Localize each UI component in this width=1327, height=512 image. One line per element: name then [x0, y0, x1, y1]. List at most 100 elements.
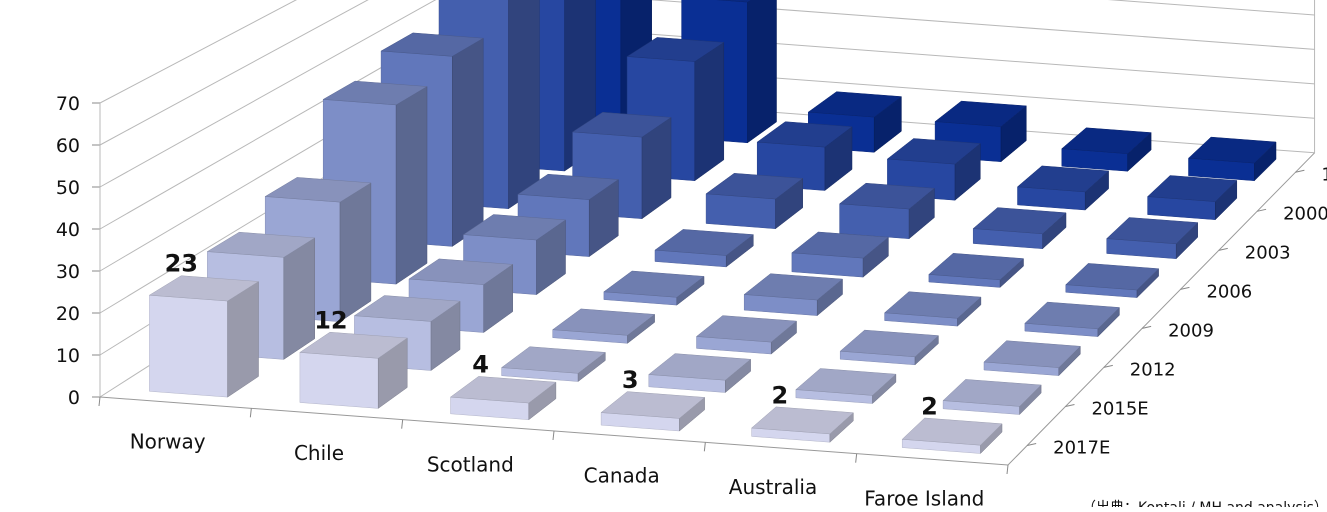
- bar-top: [716, 0, 752, 3]
- bar-side: [452, 37, 484, 247]
- series-label: 2009: [1168, 320, 1214, 341]
- bar-front: [299, 352, 379, 409]
- bar-front: [149, 294, 228, 398]
- y-tick-label: 70: [56, 93, 80, 115]
- bar-front: [705, 193, 776, 229]
- category-label: Norway: [130, 430, 206, 454]
- bar: [972, 207, 1067, 250]
- bar-top: [648, 353, 752, 381]
- depth-tick-mark: [1065, 403, 1075, 407]
- bar-front: [839, 203, 910, 239]
- bar-top: [517, 173, 620, 200]
- bar: [838, 182, 936, 240]
- x-tick-mark: [552, 430, 555, 441]
- bar-top: [705, 173, 804, 200]
- bar-side: [339, 182, 372, 323]
- bar-top: [972, 207, 1067, 235]
- bar: [1065, 263, 1160, 299]
- data-label: 2: [771, 381, 788, 409]
- bar: [883, 291, 982, 327]
- gridline: [99, 0, 1315, 272]
- depth-tick-mark: [1103, 364, 1113, 368]
- bar: [600, 391, 706, 432]
- series-label: 2015E: [1091, 398, 1148, 419]
- depth-tick-mark: [1180, 286, 1190, 290]
- bar: [603, 270, 705, 306]
- bar-top: [743, 273, 844, 301]
- bar-top: [654, 229, 754, 256]
- y-tick-label: 40: [56, 219, 80, 241]
- bar: [750, 406, 854, 443]
- bar-top: [600, 391, 706, 419]
- bar-top: [353, 295, 461, 322]
- category-label: Chile: [294, 441, 344, 465]
- bar-top: [883, 291, 982, 319]
- bar-top: [901, 417, 1003, 446]
- bar-top: [462, 214, 567, 241]
- bar-top: [928, 253, 1025, 281]
- data-label: 12: [314, 306, 347, 334]
- y-tick-label: 30: [56, 261, 80, 283]
- bar-top: [795, 368, 897, 396]
- category-label: Scotland: [427, 452, 514, 476]
- bar-top: [1024, 301, 1120, 330]
- bar: [983, 340, 1081, 377]
- series-label: 2006: [1206, 281, 1252, 302]
- data-label: 3: [622, 366, 639, 394]
- bar: [552, 308, 656, 344]
- bar-top: [408, 258, 514, 285]
- series-label: 2012: [1130, 359, 1176, 380]
- bar-top: [206, 231, 316, 258]
- data-label: 23: [165, 249, 198, 277]
- depth-tick-mark: [1027, 442, 1037, 446]
- series-label: 1997: [1321, 164, 1327, 185]
- x-tick-mark: [249, 408, 252, 418]
- bar-top: [839, 329, 939, 358]
- bar-top: [380, 32, 485, 57]
- y-tick-label: 0: [68, 387, 80, 409]
- bar: [901, 417, 1003, 455]
- bar: [449, 376, 557, 421]
- bar: [695, 315, 798, 355]
- bar-side: [227, 281, 259, 398]
- category-label: Canada: [584, 464, 660, 488]
- x-tick-mark: [703, 442, 706, 452]
- bar-side: [508, 0, 540, 210]
- bar-top: [1061, 127, 1152, 154]
- source-note: （出典：Kontali / MH and analysis）: [1082, 500, 1327, 507]
- bar-top: [1065, 263, 1160, 291]
- bar-top: [750, 406, 854, 435]
- gridline: [99, 0, 437, 188]
- bar-top: [807, 91, 903, 118]
- x-tick-mark: [98, 396, 101, 407]
- bar-top: [148, 275, 260, 302]
- series-label: 2017E: [1053, 437, 1110, 458]
- bar-top: [695, 315, 798, 343]
- bar-top: [756, 121, 853, 148]
- bar-side: [395, 86, 428, 285]
- y-tick-label: 60: [56, 135, 80, 157]
- bar-top: [1016, 165, 1110, 193]
- depth-tick-mark: [1295, 169, 1305, 173]
- gridline: [99, 0, 297, 104]
- bar-top: [264, 177, 372, 203]
- bar: [743, 273, 844, 317]
- y-tick-label: 20: [56, 303, 80, 325]
- bar-top: [942, 379, 1042, 407]
- bar-top: [838, 182, 936, 210]
- bar-top: [1106, 217, 1199, 245]
- depth-tick-mark: [1142, 325, 1152, 329]
- bar: [148, 275, 260, 398]
- category-label: Faroe Island: [864, 486, 984, 507]
- bar-side: [694, 41, 725, 182]
- category-label: Australia: [729, 475, 817, 499]
- y-tick-label: 50: [56, 177, 80, 199]
- bar-top: [626, 37, 725, 62]
- data-label: 4: [472, 351, 489, 379]
- bar-top: [500, 346, 606, 374]
- bar: [206, 231, 316, 360]
- bar: [705, 173, 804, 230]
- series-label: 2003: [1245, 242, 1291, 263]
